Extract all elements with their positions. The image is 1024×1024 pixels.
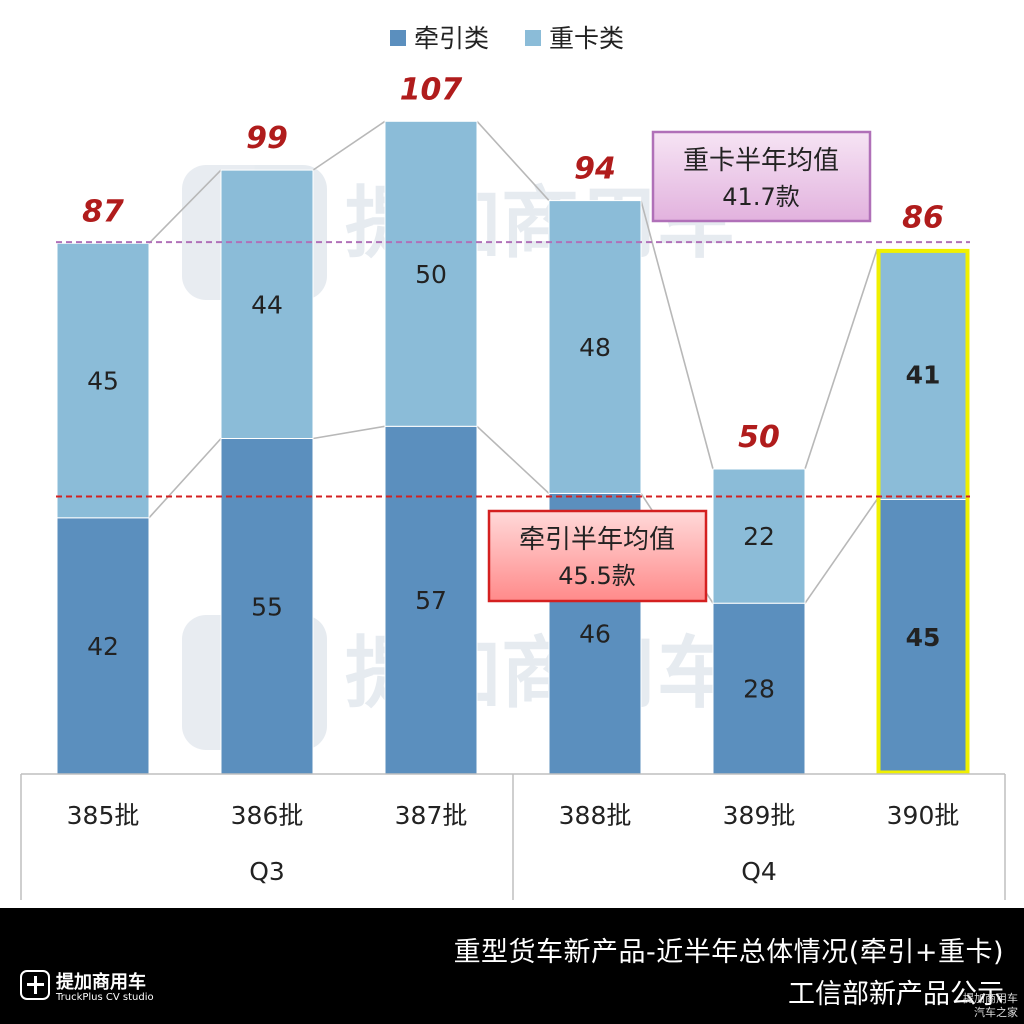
category-tick-label: 390批 [887,801,960,830]
data-label: 44 [251,290,283,319]
category-tick-label: 386批 [231,801,304,830]
connector-line [804,499,878,604]
callout-box [487,509,708,603]
group-label: Q3 [249,857,285,886]
data-label: 55 [251,592,283,621]
legend-label: 重卡类 [549,24,624,53]
data-label: 46 [579,620,611,649]
legend-swatch [390,30,406,46]
connector-line [804,249,878,470]
total-label: 107 [400,72,463,107]
bar-column: 55 44 99 [220,121,314,775]
brand-name: 提加商用车 [56,972,146,993]
category-tick-label: 387批 [395,801,468,830]
legend-swatch [525,30,541,46]
connector-line [476,120,550,202]
data-label: 28 [743,675,775,704]
callout-value: 45.5款 [558,562,635,590]
connector-line [148,169,222,244]
bar-segment-traction [712,602,806,775]
data-label: 45 [906,623,941,652]
category-tick-label: 385批 [67,801,140,830]
total-label: 50 [738,420,780,455]
data-label: 45 [87,367,119,396]
bar-segment-heavy [548,200,642,494]
bar-segment-heavy [712,468,806,604]
total-label: 94 [574,152,616,187]
caption-title: 重型货车新产品-近半年总体情况(牵引+重卡) [453,937,1004,968]
bar-column: 45 41 86 [876,200,970,775]
callout-title: 牵引半年均值 [519,525,675,555]
corner-watermark: 提加商用车 汽车之家 [963,992,1018,1019]
bar-column: 57 50 107 [384,72,478,775]
bar-segment-heavy [384,120,478,427]
data-label: 22 [743,522,775,551]
bar-highlight-frame [876,248,970,775]
category-tick-label: 389批 [723,801,796,830]
connector-line [312,120,386,171]
callout-heavy-average: 重卡半年均值 41.7款 [651,130,872,223]
total-label: 99 [246,121,288,156]
data-label: 41 [906,360,941,389]
callout-title: 重卡半年均值 [683,146,839,176]
total-label: 87 [82,194,124,229]
bar-column: 42 45 87 [56,194,150,775]
bar-column: 28 22 50 [712,420,806,775]
callout-box [651,130,872,223]
data-label: 57 [415,586,447,615]
connector-line [312,425,386,440]
data-label: 48 [579,333,611,362]
connector-line [476,425,550,494]
data-label: 42 [87,632,119,661]
connector-line [148,437,222,519]
brand-logo: 提加商用车 TruckPlus CV studio [20,968,280,1008]
connector-line [640,200,714,470]
total-label: 86 [902,200,944,235]
bar-segment-traction [384,425,478,775]
plus-logo-icon [20,970,50,1000]
bar-segment-heavy [220,169,314,439]
brand-subtitle: TruckPlus CV studio [56,992,154,1003]
caption-subtitle: 工信部新产品公示 [788,979,1004,1010]
bar-segment-heavy [56,242,150,519]
legend-label: 牵引类 [414,24,489,53]
caption-bar: 重型货车新产品-近半年总体情况(牵引+重卡) 工信部新产品公示 提加商用车 Tr… [0,908,1024,1024]
data-label: 50 [415,260,447,289]
callout-value: 41.7款 [722,183,799,211]
bar-segment-heavy [876,248,970,500]
callout-traction-average: 牵引半年均值 45.5款 [487,509,708,603]
category-tick-label: 388批 [559,801,632,830]
bar-column: 46 48 94 [548,152,642,775]
group-label: Q4 [741,857,777,886]
